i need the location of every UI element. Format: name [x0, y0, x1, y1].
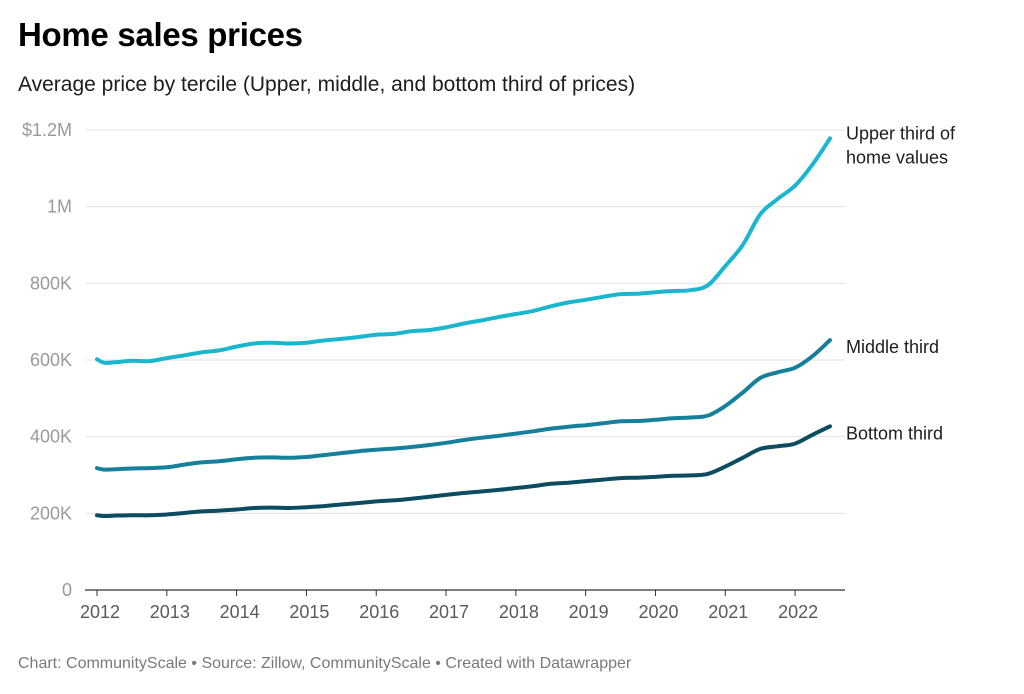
x-tick-label: 2018 — [499, 602, 539, 622]
x-axis-ticks: 2012 2013 2014 2015 2016 2017 2018 2019 2020 2021… — [80, 590, 818, 622]
series-line-bottom-third — [95, 424, 832, 519]
y-axis-ticks: 0 200K 400K 600K 800K 1M $1.2M — [22, 120, 72, 600]
x-tick-label: 2015 — [289, 602, 329, 622]
x-tick-label: 2016 — [359, 602, 399, 622]
x-tick-label: 2019 — [569, 602, 609, 622]
series-line-upper-third-of-home-values — [95, 136, 832, 365]
x-tick-label: 2014 — [220, 602, 260, 622]
y-tick-label: 0 — [62, 580, 72, 600]
series-label-middle-third: Middle third — [846, 337, 939, 357]
chart-footer: Chart: CommunityScale • Source: Zillow, … — [18, 655, 632, 672]
x-tick-label: 2022 — [778, 602, 818, 622]
series-label-upper-third-of-home-values: Upper third of — [846, 123, 956, 143]
series-lines — [95, 136, 832, 519]
y-tick-label: 800K — [30, 273, 72, 293]
chart-subtitle: Average price by tercile (Upper, middle,… — [18, 73, 636, 96]
x-tick-label: 2013 — [150, 602, 190, 622]
y-tick-label: 600K — [30, 350, 72, 370]
y-tick-label: 1M — [47, 197, 72, 217]
chart-title: Home sales prices — [18, 16, 303, 53]
gridlines — [85, 129, 845, 591]
y-tick-label: 200K — [30, 503, 72, 523]
x-tick-label: 2012 — [80, 602, 120, 622]
x-tick-label: 2020 — [638, 602, 678, 622]
y-tick-label: 400K — [30, 427, 72, 447]
y-tick-label: $1.2M — [22, 120, 72, 140]
x-tick-label: 2017 — [429, 602, 469, 622]
x-tick-label: 2021 — [708, 602, 748, 622]
series-labels: Upper third of home values Middle third Bot… — [846, 123, 956, 443]
series-label-bottom-third: Bottom third — [846, 423, 943, 443]
series-line-middle-third — [95, 338, 832, 472]
series-label-upper-third-of-home-values: home values — [846, 147, 948, 167]
